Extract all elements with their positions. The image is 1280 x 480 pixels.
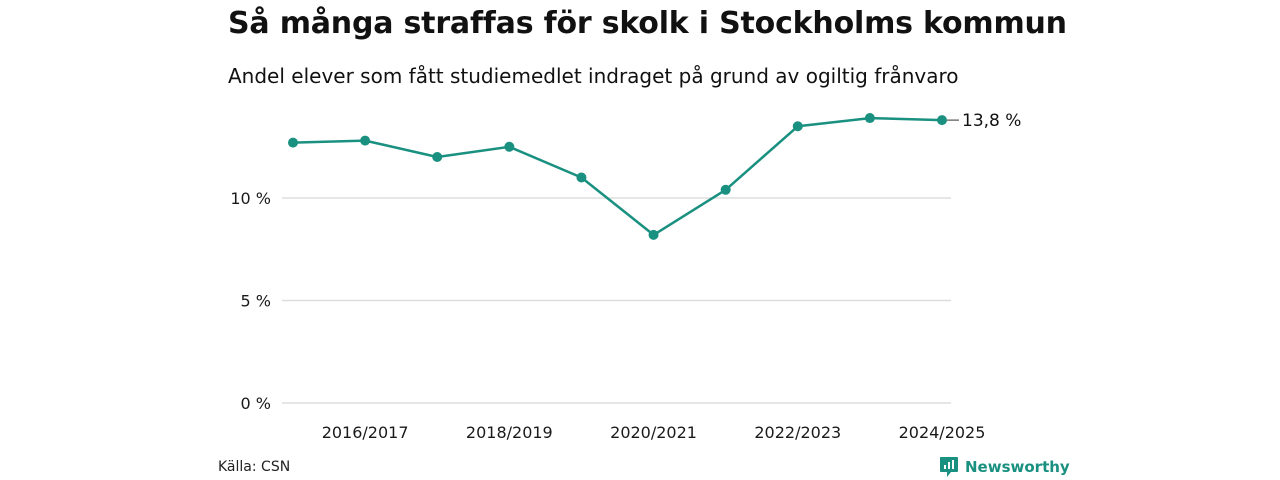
x-axis-tick-labels: 2016/2017 2018/2019 2020/2021 2022/2023 2024… bbox=[322, 423, 986, 442]
data-series bbox=[288, 113, 947, 240]
data-point bbox=[792, 121, 803, 132]
data-point bbox=[360, 135, 371, 146]
y-gridlines bbox=[282, 197, 951, 404]
end-value-label: 13,8 % bbox=[962, 111, 1021, 131]
x-tick-label: 2024/2025 bbox=[899, 423, 986, 442]
x-tick-label: 2022/2023 bbox=[754, 423, 841, 442]
y-tick-label: 10 % bbox=[230, 189, 271, 208]
y-tick-label: 5 % bbox=[241, 292, 271, 311]
data-point bbox=[576, 172, 587, 183]
data-point bbox=[432, 152, 443, 162]
chart-title: Så många straffas för skolk i Stockholms… bbox=[228, 6, 1067, 41]
x-tick-label: 2016/2017 bbox=[322, 423, 409, 442]
source-note: Källa: CSN bbox=[218, 459, 291, 475]
bar-chart-icon bbox=[940, 457, 958, 477]
data-point bbox=[864, 113, 875, 124]
y-tick-label: 0 % bbox=[241, 394, 271, 413]
x-tick-label: 2020/2021 bbox=[610, 423, 697, 442]
chart-subtitle: Andel elever som fått studiemedlet indra… bbox=[228, 64, 959, 88]
data-point bbox=[648, 229, 659, 240]
data-point bbox=[720, 184, 731, 195]
end-annotation: 13,8 % bbox=[947, 111, 1021, 131]
data-point bbox=[504, 141, 515, 152]
y-axis-tick-labels: 0 % 5 % 10 % bbox=[230, 189, 271, 413]
data-point bbox=[288, 137, 298, 148]
brand-name: Newsworthy bbox=[965, 458, 1070, 476]
x-tick-label: 2018/2019 bbox=[466, 423, 553, 442]
data-point bbox=[937, 115, 947, 126]
series-line bbox=[291, 116, 944, 237]
brand-logo: Newsworthy bbox=[939, 456, 1070, 478]
